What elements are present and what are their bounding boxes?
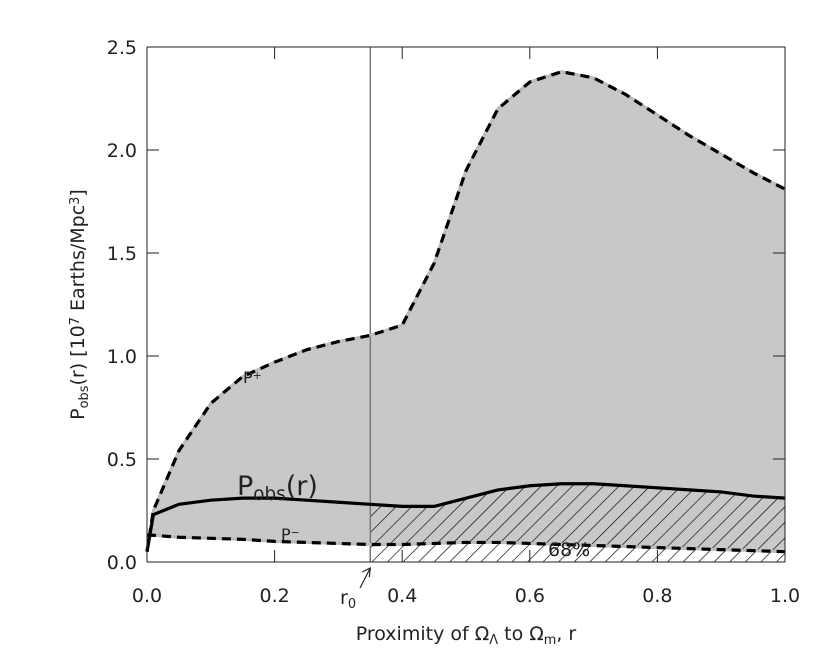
annotation: r0 xyxy=(340,587,356,612)
y-axis-label-part: 7 xyxy=(68,317,83,325)
y-tick-label: 2.5 xyxy=(107,37,137,59)
annotation-part: − xyxy=(291,526,300,539)
y-axis-label-part: ] xyxy=(67,189,89,196)
annotation-part: obs xyxy=(253,484,285,505)
annotation-part: P xyxy=(237,471,253,502)
x-axis-label-part: m xyxy=(544,633,557,648)
y-axis-label-part: Earths/Mpc xyxy=(67,205,89,317)
annotation-part: P xyxy=(243,368,253,387)
y-axis-label-part: P xyxy=(67,408,89,419)
series-line xyxy=(145,482,786,552)
annotation: 68% xyxy=(548,539,590,561)
x-axis-label-part: to Ω xyxy=(498,623,544,645)
y-axis-label-part: obs xyxy=(77,385,92,408)
x-tick-label: 0.6 xyxy=(515,585,545,607)
x-axis-label: Proximity of ΩΛ to Ωm, r xyxy=(356,623,577,648)
annotation-part: P xyxy=(281,525,291,544)
annotation-part: + xyxy=(253,369,262,382)
x-axis-label-part: Λ xyxy=(489,633,498,648)
annotation-part: r xyxy=(340,587,348,609)
x-tick-label: 1.0 xyxy=(770,585,800,607)
annotation-part: 0 xyxy=(348,597,356,612)
y-tick-label: 1.0 xyxy=(107,346,137,368)
x-tick-label: 0.2 xyxy=(259,585,289,607)
x-axis-label-part: Proximity of Ω xyxy=(356,623,489,645)
y-axis-label-part: 3 xyxy=(68,197,83,205)
x-tick-label: 0.0 xyxy=(132,585,162,607)
y-axis-label-part: (r) [10 xyxy=(67,325,89,385)
series-line xyxy=(145,70,786,552)
y-tick-label: 1.5 xyxy=(107,243,137,265)
y-axis-label: Pobs(r) [107 Earths/Mpc3] xyxy=(67,189,92,420)
annotation: P+ xyxy=(243,368,262,387)
x-tick-label: 0.8 xyxy=(642,585,672,607)
annotation-part: (r) xyxy=(286,471,318,502)
plot-frame xyxy=(146,46,786,563)
annotation: P− xyxy=(281,525,300,544)
y-tick-label: 2.0 xyxy=(107,140,137,162)
r0-arrow xyxy=(359,566,372,589)
series-line xyxy=(147,533,786,554)
y-tick-label: 0.5 xyxy=(107,449,137,471)
x-tick-label: 0.4 xyxy=(387,585,417,607)
annotation: Pobs(r) xyxy=(237,471,318,505)
band-area xyxy=(147,71,785,552)
x-axis-label-part: , r xyxy=(556,623,576,645)
y-tick-label: 0.0 xyxy=(107,552,137,574)
